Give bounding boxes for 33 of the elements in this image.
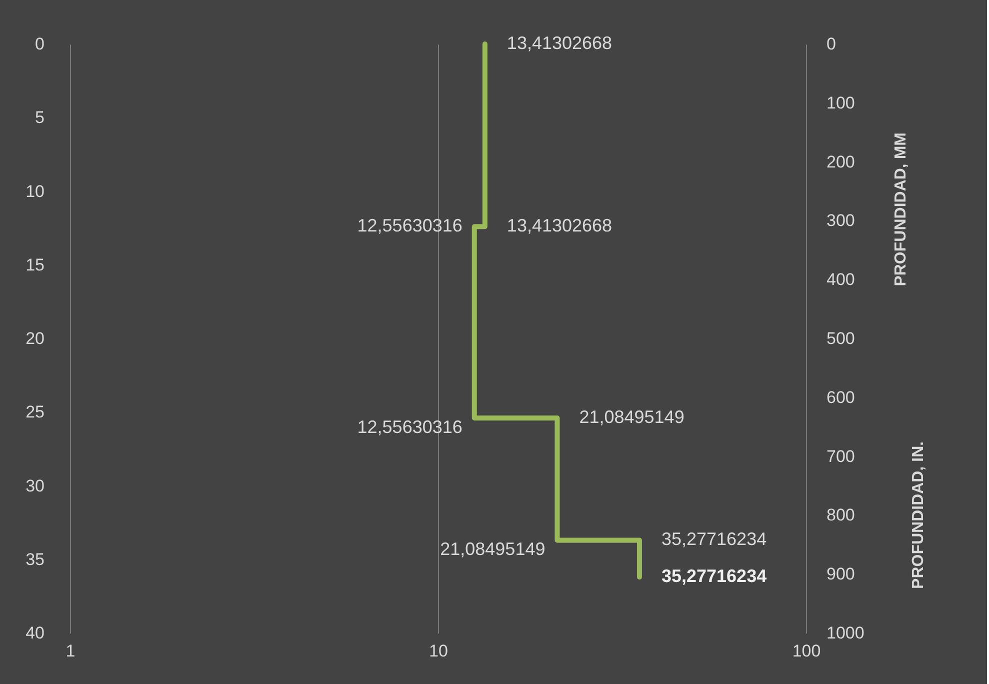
annotation: 21,08495149	[579, 407, 684, 428]
y-tick-label: 15	[26, 255, 44, 274]
x-tick-label: 10	[429, 642, 448, 660]
annotation: 13,41302668	[506, 216, 612, 236]
y2-tick-label: 100	[826, 93, 855, 112]
y-tick-label: 25	[26, 402, 44, 422]
y-tick-label: 20	[26, 329, 44, 348]
y2-tick-label: 800	[826, 506, 855, 525]
annotation: 21,08495149	[440, 539, 546, 560]
text: PROFUNDIDAD, IN.	[910, 441, 927, 589]
annotation: 12,55630316	[357, 216, 462, 236]
y2-tick-label: 700	[826, 446, 855, 466]
y-tick-label: 40	[26, 624, 44, 642]
x-tick-label: 100	[792, 642, 821, 660]
annotation: 35,27716234	[661, 566, 767, 586]
y2-tick-label: 900	[826, 564, 855, 584]
y2-tick-label: 300	[826, 211, 855, 230]
y2-tick-label: 500	[826, 329, 855, 348]
y2-tick-label: 0	[826, 34, 836, 54]
annotation: 13,41302668	[506, 33, 612, 53]
annotation: 35,27716234	[661, 529, 767, 550]
y2-axis-title: PROFUNDIDAD, MM	[892, 132, 910, 286]
y-tick-label: 30	[26, 476, 44, 496]
y2-tick-label: 600	[826, 388, 855, 407]
y2-tick-label: 1000	[826, 624, 864, 642]
annotation: 12,55630316	[357, 417, 462, 438]
y2-tick-label: 400	[826, 270, 855, 290]
y-tick-label: 10	[26, 182, 44, 201]
y-tick-label: 35	[26, 550, 44, 569]
y2-tick-label: 200	[826, 152, 855, 172]
x-tick-label: 1	[66, 642, 76, 660]
y-tick-label: 5	[35, 108, 44, 128]
y-tick-label: 0	[35, 34, 44, 54]
